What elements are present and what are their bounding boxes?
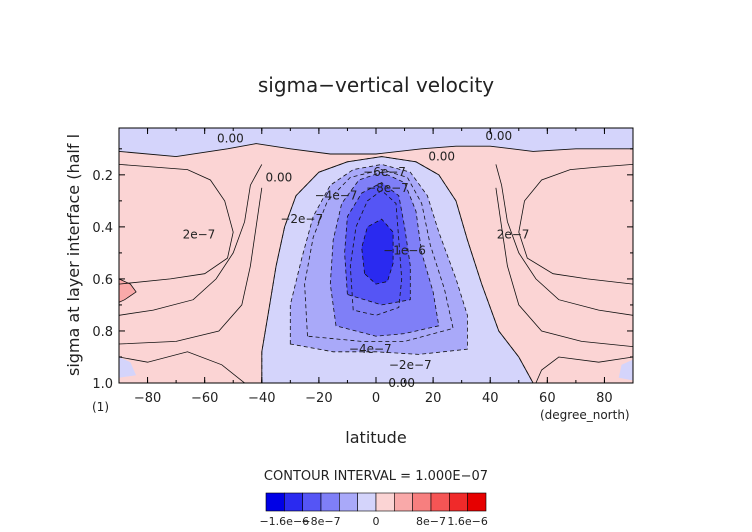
contour-label: −8e−7 (366, 181, 409, 195)
y-tick-label: 0.6 (92, 273, 113, 288)
contour-label: −2e−7 (280, 212, 323, 226)
contour-fill-region (618, 359, 633, 381)
x-unit-label: (degree_north) (540, 408, 630, 422)
contour-label: −4e−7 (349, 342, 392, 356)
colorbar-label: 0 (373, 515, 380, 528)
x-tick-label: 60 (539, 391, 556, 406)
colorbar-swatch (320, 492, 340, 512)
negative-contour-line (304, 169, 454, 342)
positive-contour-line (518, 164, 633, 285)
colorbar-swatch (375, 492, 395, 512)
positive-contour-line (119, 164, 234, 285)
positive-contour-line (495, 164, 633, 316)
contour-label: 2e−7 (497, 228, 530, 242)
colorbar-label: −1.6e−6 (259, 515, 309, 528)
contour-label: 2e−7 (183, 228, 216, 242)
y-tick-label: 0.4 (92, 221, 113, 236)
y-tick-label: 0.2 (92, 169, 113, 184)
x-tick-label: 20 (425, 391, 442, 406)
y-tick-label: 1.0 (92, 377, 113, 392)
contour-label: 0.00 (485, 129, 512, 143)
colorbar-label: −8e−7 (301, 515, 340, 528)
contour-label: 0.00 (266, 170, 293, 184)
positive-contour-line (495, 187, 633, 347)
colorbar-swatch (302, 492, 322, 512)
contour-lines (119, 143, 633, 383)
x-tick-label: 40 (482, 391, 499, 406)
contour-interval-text: CONTOUR INTERVAL = 1.000E−07 (264, 469, 488, 484)
negative-contour-line (289, 163, 468, 355)
x-tick-label: −60 (191, 391, 218, 406)
contour-label: 0.00 (428, 150, 455, 164)
positive-contour-line (119, 187, 263, 345)
colorbar-swatch (467, 492, 487, 512)
negative-contour-line (349, 189, 403, 316)
contour-label: 0.00 (217, 131, 244, 145)
colorbar-swatch (339, 492, 358, 512)
contour-label: −4e−7 (315, 189, 358, 203)
contour-fill-region (119, 357, 137, 378)
x-tick-label: −20 (305, 391, 332, 406)
contour-labels: 0.00 0.00 0.00 0.00 −6e−7 −8e−7 −4e−7 −2e−7 2e−7… (183, 129, 530, 390)
colorbar-swatch (284, 492, 303, 512)
contour-fill-region (119, 128, 633, 157)
positive-contour-line (119, 164, 263, 316)
y-unit-label: (1) (92, 400, 109, 414)
positive-contour-line (119, 351, 245, 383)
contour-label: −2e−7 (389, 358, 432, 372)
colorbar-label: 8e−7 (416, 515, 446, 528)
colorbar-swatch (430, 492, 450, 512)
x-axis-label: latitude (345, 428, 406, 447)
colorbar-swatch (412, 492, 432, 512)
chart-title: sigma−vertical velocity (258, 73, 494, 97)
colorbar-swatch (394, 492, 413, 512)
plot-area: 0.00 0.00 0.00 0.00 −6e−7 −8e−7 −4e−7 −2e−7 2e−7… (118, 127, 634, 390)
negative-contour-line (344, 182, 411, 306)
y-axis: 0.2 0.4 0.6 0.8 1.0 (92, 148, 633, 392)
colorbar-swatch (357, 492, 377, 512)
x-tick-label: 0 (372, 391, 380, 406)
negative-contour-line (329, 171, 440, 337)
zero-contour-line (119, 143, 633, 158)
contour-fill-region (361, 219, 394, 285)
positive-contour-line (535, 356, 633, 383)
x-tick-label: 80 (596, 391, 613, 406)
colorbar-swatch (449, 492, 468, 512)
contour-label: −6e−7 (363, 165, 406, 179)
x-tick-label: −80 (134, 391, 161, 406)
y-tick-label: 0.8 (92, 325, 113, 340)
colorbar-swatch (265, 492, 285, 512)
zero-contour-line (261, 156, 534, 383)
y-axis-label: sigma at layer interface (half l (64, 134, 83, 376)
colorbar-label: 1.6e−6 (447, 515, 487, 528)
contour-label: −1e−6 (383, 243, 426, 257)
colorbar: −1.6e−6−8e−7 0 8e−7 1.6e−6 (259, 492, 488, 528)
x-tick-label: −40 (248, 391, 275, 406)
